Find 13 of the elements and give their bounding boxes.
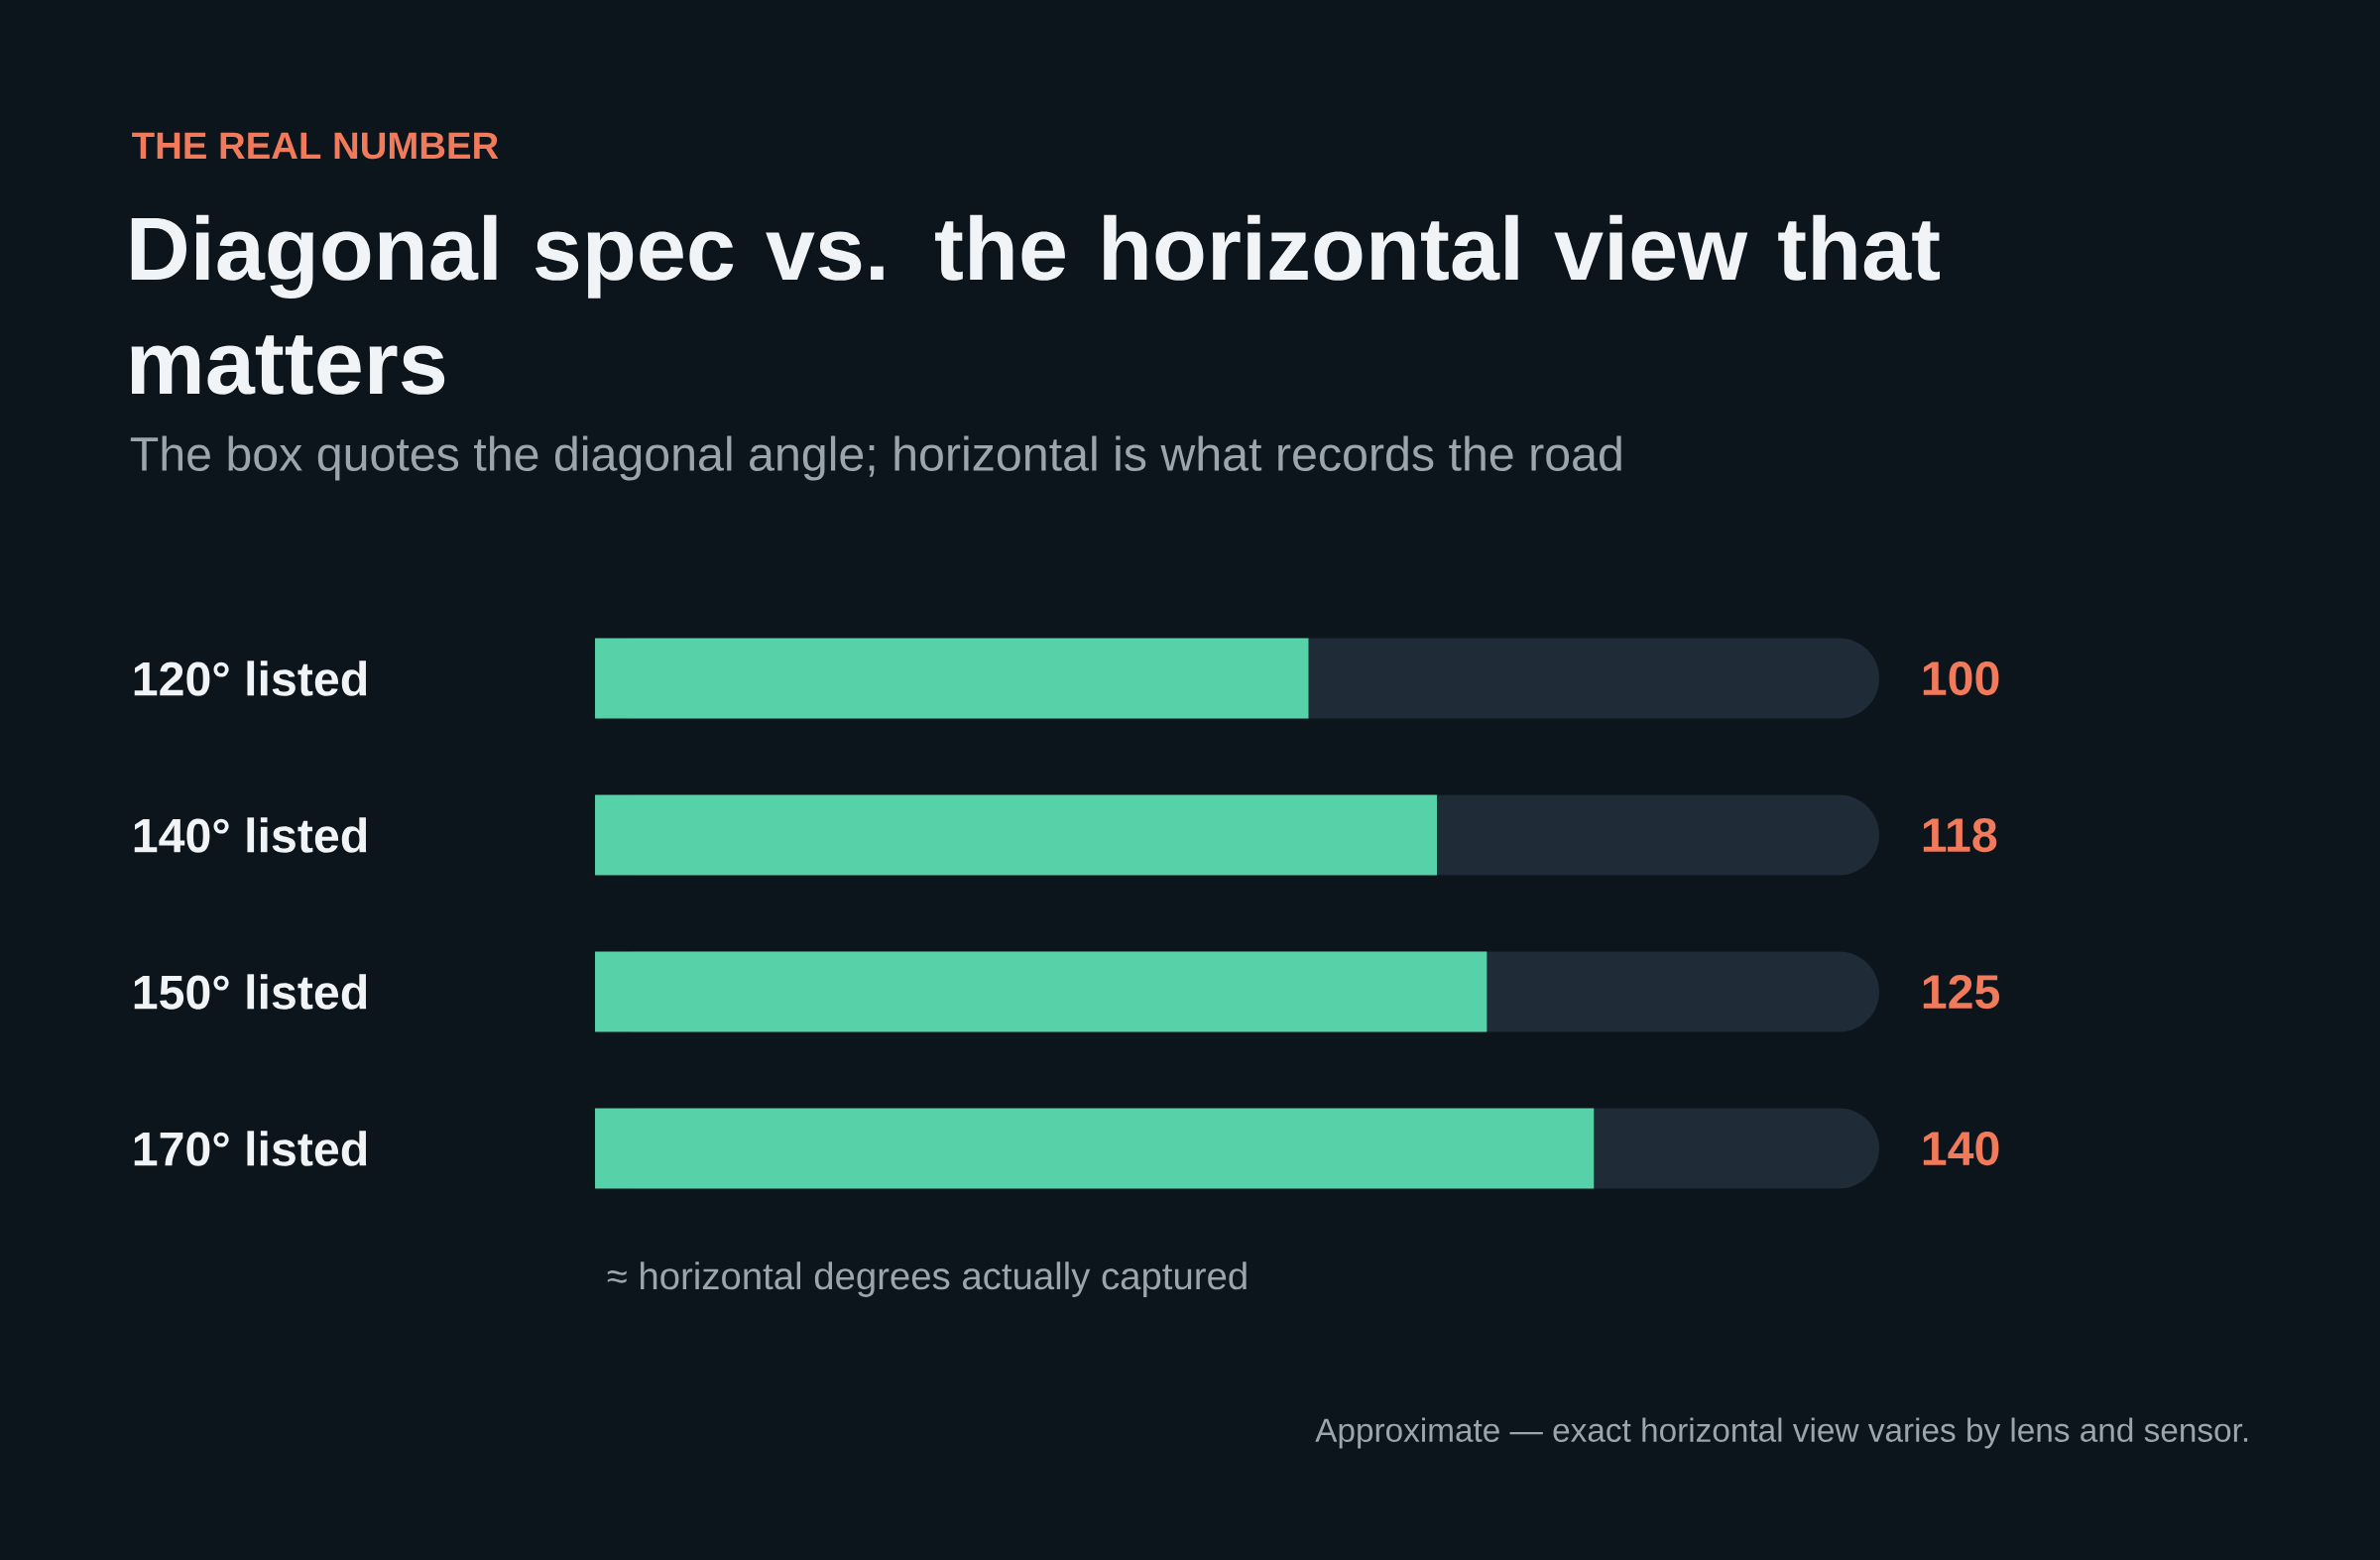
text: Approximate — exact horizontal view varies by lens and sensor.	[1315, 1417, 2248, 1449]
text: ≈ horizontal degrees actually captured	[607, 1261, 1247, 1297]
data-label: 140	[1923, 1131, 1999, 1166]
chart-title: Diagonal spec vs. the horizontal view that matters	[131, 214, 1940, 395]
chart-subtitle: The box quotes the diagonal angle; horizontal is what records the road	[130, 435, 1621, 481]
data-label: 118	[1923, 817, 1997, 853]
y-tick-label: 140° listed	[134, 817, 367, 853]
y-tick-label: 120° listed	[134, 660, 367, 696]
y-tick-label: 170° listed	[134, 1131, 367, 1166]
data-label: 125	[1923, 974, 2000, 1010]
y-tick-label: 150° listed	[134, 974, 367, 1010]
data-label: 100	[1923, 660, 1999, 696]
text: THE REAL NUMBER	[132, 132, 499, 160]
